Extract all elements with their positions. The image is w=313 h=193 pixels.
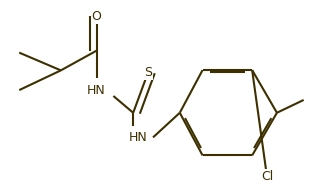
Text: S: S <box>144 66 152 79</box>
Text: Cl: Cl <box>261 170 273 183</box>
Text: HN: HN <box>87 84 106 96</box>
Text: O: O <box>92 10 101 23</box>
Text: HN: HN <box>129 131 147 144</box>
